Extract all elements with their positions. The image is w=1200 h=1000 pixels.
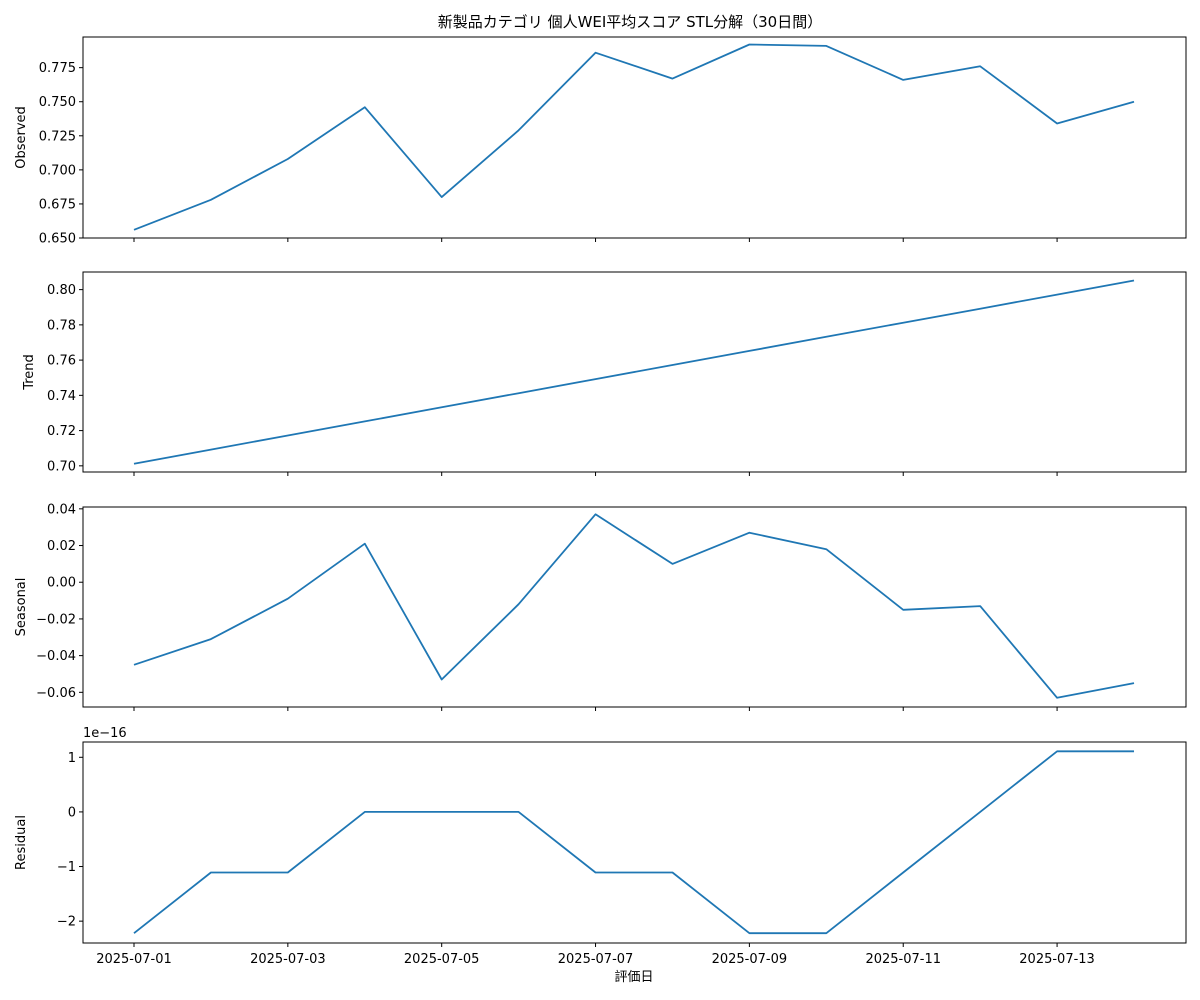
y-axis-label: Seasonal [14,578,29,637]
plot-frame [82,271,1187,473]
series-line-seasonal [133,513,1135,699]
y-tick-label: −1 [57,860,76,875]
y-axis-label: Observed [14,106,29,169]
y-tick-label: 0 [68,805,76,820]
x-tick-label: 2025-07-11 [865,952,941,967]
y-tick-label: 0.76 [47,354,76,369]
y-tick-label: 0.72 [47,424,76,439]
y-tick-label: 0.78 [47,318,76,333]
y-tick-label: 0.725 [39,129,76,144]
y-tick-label: 0.750 [39,95,76,110]
y-tick-label: −0.02 [36,612,76,627]
x-axis-label: 評価日 [614,970,653,985]
y-tick-label: −0.06 [36,686,76,701]
y-tick-label: 0.02 [47,539,76,554]
y-tick-label: 0.650 [39,232,76,247]
x-tick-label: 2025-07-05 [404,952,480,967]
y-tick-label: 0.04 [47,502,76,517]
plot-frame [82,36,1187,239]
panel-seasonal: −0.06 −0.04 −0.02 0.00 0.02 0.04 Seasonal [14,502,1187,711]
plot-frame [82,506,1187,708]
x-tick-label: 2025-07-09 [712,952,788,967]
y-tick-label: −0.04 [36,649,76,664]
y-tick-label: 0.74 [47,389,76,404]
series-line-observed [133,43,1135,231]
y-tick-label: 0.675 [39,197,76,212]
y-tick-label: 0.775 [39,61,76,76]
y-axis-label: Trend [22,354,37,391]
chart-title: 新製品カテゴリ 個人WEI平均スコア STL分解（30日間） [438,13,822,31]
x-tick-label: 2025-07-07 [558,952,634,967]
x-tick-label: 2025-07-03 [250,952,326,967]
y-tick-label: 0.700 [39,163,76,178]
panels: 0.6500.6750.7000.7250.7500.775Observed0.… [14,36,1187,967]
series-line-trend [133,279,1135,465]
y-tick-label: 0.80 [47,283,76,298]
panel-observed: 0.650 0.675 0.700 0.725 0.750 0.775 Observed [14,36,1187,247]
series-line-residual [133,750,1134,935]
panel-residual: −2 −1 0 1 2025-07-01 2025-07-03 2025-07-05 2025… [14,726,1187,967]
plot-frame [82,741,1187,944]
y-tick-label: −2 [57,915,76,930]
x-tick-label: 2025-07-13 [1019,952,1095,967]
y-tick-label: 0.70 [47,459,76,474]
y-tick-label: 0.00 [47,576,76,591]
y-tick-label: 1 [68,751,76,766]
offset-label: 1e−16 [83,726,127,741]
y-axis-label: Residual [14,815,29,870]
panel-trend: 0.70 0.72 0.74 0.76 0.78 0.80 Trend [22,271,1187,476]
x-tick-label: 2025-07-01 [96,952,172,967]
